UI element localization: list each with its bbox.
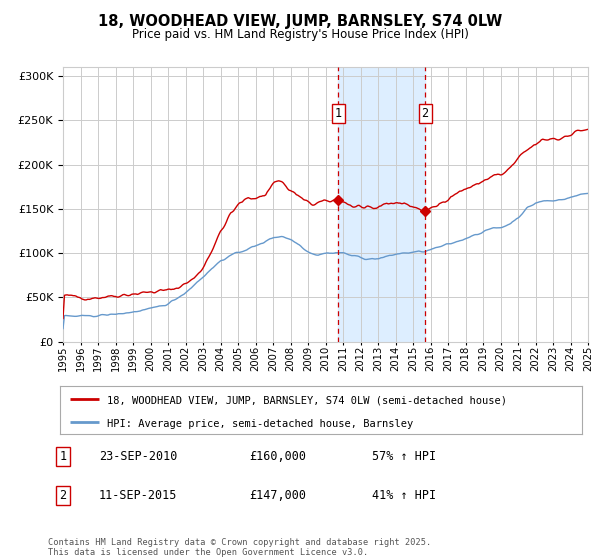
Text: 2: 2 [422, 108, 428, 120]
Bar [338, 67, 425, 342]
Text: 2: 2 [59, 489, 67, 502]
Text: 11-SEP-2015: 11-SEP-2015 [99, 489, 178, 502]
Text: HPI: Average price, semi-detached house, Barnsley: HPI: Average price, semi-detached house,… [107, 418, 413, 428]
Text: 23-SEP-2010: 23-SEP-2010 [99, 450, 178, 463]
Text: 1: 1 [59, 450, 67, 463]
Text: 57% ↑ HPI: 57% ↑ HPI [372, 450, 436, 463]
Text: Contains HM Land Registry data © Crown copyright and database right 2025.
This d: Contains HM Land Registry data © Crown c… [48, 538, 431, 557]
Text: 18, WOODHEAD VIEW, JUMP, BARNSLEY, S74 0LW: 18, WOODHEAD VIEW, JUMP, BARNSLEY, S74 0… [98, 14, 502, 29]
Text: £147,000: £147,000 [249, 489, 306, 502]
Text: Price paid vs. HM Land Registry's House Price Index (HPI): Price paid vs. HM Land Registry's House … [131, 28, 469, 41]
Text: £160,000: £160,000 [249, 450, 306, 463]
Text: 41% ↑ HPI: 41% ↑ HPI [372, 489, 436, 502]
Text: 1: 1 [335, 108, 341, 120]
Text: 18, WOODHEAD VIEW, JUMP, BARNSLEY, S74 0LW (semi-detached house): 18, WOODHEAD VIEW, JUMP, BARNSLEY, S74 0… [107, 396, 507, 405]
